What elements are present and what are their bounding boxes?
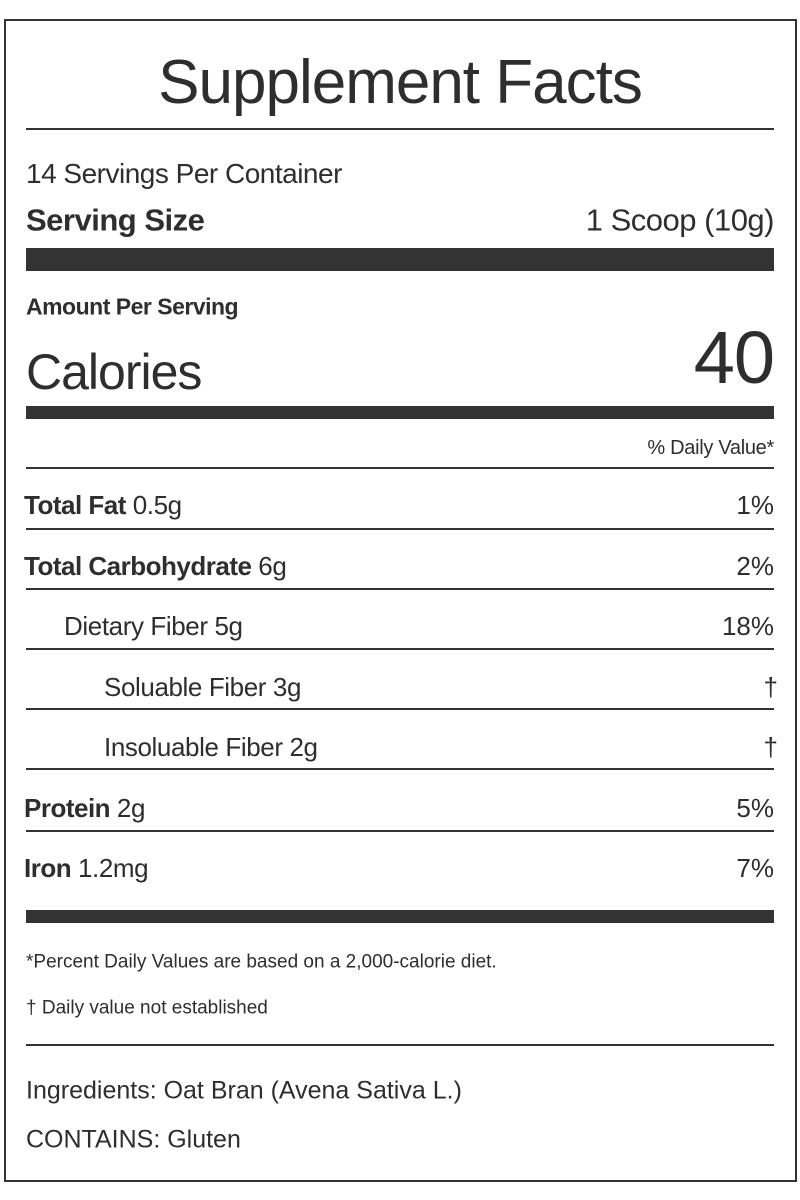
nutrient-daily-value: 18% [721, 611, 774, 641]
nutrient-name: Total Fat [24, 490, 126, 520]
footnote-percent-dv: *Percent Daily Values are based on a 2,0… [26, 951, 497, 973]
calories-value: 40 [693, 316, 775, 399]
divider [26, 768, 774, 770]
nutrient-label: Soluable Fiber 3g [104, 674, 301, 700]
nutrient-amount: 3g [272, 671, 302, 702]
thick-divider [26, 406, 774, 419]
nutrient-name: Iron [24, 853, 72, 883]
daily-value-header: % Daily Value* [647, 437, 774, 459]
nutrient-amount: 5g [214, 611, 243, 641]
divider [26, 588, 774, 590]
divider [26, 1044, 774, 1046]
thick-divider [26, 910, 774, 923]
thick-divider [26, 248, 774, 271]
nutrient-name: Soluable Fiber [104, 671, 267, 702]
nutrient-name: Total Carbohydrate [24, 550, 252, 581]
nutrient-amount: 2g [289, 732, 318, 762]
nutrient-label: Protein 2g [24, 795, 145, 821]
nutrient-name: Insoluable Fiber [104, 732, 283, 762]
serving-size-value: 1 Scoop (10g) [585, 202, 775, 238]
nutrient-daily-value: 5% [736, 792, 774, 823]
nutrient-label: Iron 1.2mg [24, 853, 149, 883]
nutrient-label: Dietary Fiber 5g [64, 613, 243, 639]
nutrient-amount: 2g [116, 792, 146, 823]
amount-per-serving: Amount Per Serving [26, 293, 239, 320]
divider [26, 128, 774, 130]
footnote-dagger: † Daily value not established [26, 997, 268, 1019]
divider [26, 467, 774, 469]
panel-title: Supplement Facts [158, 48, 643, 117]
supplement-facts-panel [4, 19, 797, 1182]
divider [26, 648, 774, 650]
nutrient-label: Insoluable Fiber 2g [104, 734, 318, 760]
allergen-contains: CONTAINS: Gluten [26, 1125, 241, 1154]
nutrient-amount: 1.2mg [77, 853, 149, 883]
nutrient-daily-value: 1% [736, 490, 774, 520]
divider [26, 708, 774, 710]
nutrient-name: Dietary Fiber [64, 611, 208, 641]
servings-per-container: 14 Servings Per Container [26, 158, 342, 189]
nutrient-daily-value: † [763, 732, 778, 762]
nutrient-amount: 6g [258, 550, 287, 581]
divider [26, 830, 774, 832]
nutrient-name: Protein [24, 792, 111, 823]
serving-size-label: Serving Size [26, 202, 205, 238]
nutrient-daily-value: † [763, 671, 778, 702]
nutrient-label: Total Carbohydrate 6g [24, 550, 287, 581]
divider [26, 528, 774, 530]
nutrient-daily-value: 2% [736, 550, 774, 581]
nutrient-daily-value: 7% [736, 853, 774, 883]
ingredients: Ingredients: Oat Bran (Avena Sativa L.) [26, 1076, 462, 1105]
calories-label: Calories [26, 344, 202, 400]
nutrient-amount: 0.5g [132, 490, 182, 520]
nutrient-label: Total Fat 0.5g [24, 492, 182, 518]
